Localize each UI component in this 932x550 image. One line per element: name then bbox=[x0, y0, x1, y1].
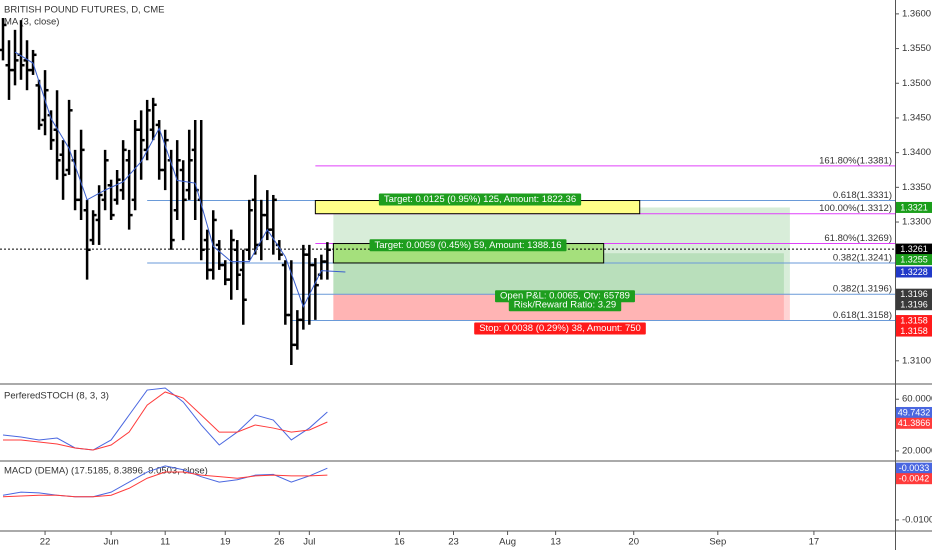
fib-label: 161.80%(1.3381) bbox=[819, 155, 892, 166]
fib-label: 0.618(1.3331) bbox=[833, 190, 892, 201]
y-tick-label: 1.3100 bbox=[902, 355, 931, 366]
fib-label: 61.80%(1.3269) bbox=[824, 233, 892, 244]
position-label: Target: 0.0059 (0.45%) 59, Amount: 1388.… bbox=[375, 240, 562, 251]
position-label: Risk/Reward Ratio: 3.29 bbox=[514, 300, 616, 311]
price-tag: 1.3261 bbox=[900, 244, 928, 254]
price-tag-box bbox=[896, 462, 932, 474]
price-tag: 1.3255 bbox=[900, 254, 928, 264]
price-tag: 1.3196 bbox=[900, 289, 928, 299]
price-tag: 1.3158 bbox=[900, 326, 928, 336]
x-tick-label: Jul bbox=[303, 537, 315, 548]
price-tag-box bbox=[896, 417, 932, 429]
price-tag: 1.3158 bbox=[900, 315, 928, 325]
x-tick-label: 11 bbox=[160, 537, 170, 548]
indicator-line bbox=[3, 391, 328, 451]
price-tag: 1.3321 bbox=[900, 202, 928, 212]
position-label-box bbox=[369, 239, 567, 252]
x-tick-label: Sep bbox=[709, 537, 726, 548]
price-tag-box bbox=[896, 254, 932, 266]
y-tick-label: 1.3600 bbox=[902, 8, 931, 19]
x-tick-label: 23 bbox=[448, 537, 459, 548]
price-tag-box bbox=[896, 243, 932, 255]
y-tick-label: 1.3550 bbox=[902, 43, 931, 54]
position-label-box bbox=[474, 322, 646, 335]
price-tag: 49.7432 bbox=[898, 407, 931, 417]
y-tick-label: 1.3400 bbox=[902, 147, 931, 158]
ma-line bbox=[14, 51, 346, 308]
x-tick-label: Aug bbox=[499, 537, 516, 548]
y-tick-label: 1.3500 bbox=[902, 78, 931, 89]
price-tag: 41.3866 bbox=[898, 418, 931, 428]
position-label-box bbox=[508, 299, 622, 312]
x-tick-label: 19 bbox=[220, 537, 231, 548]
price-tag: -0.0042 bbox=[899, 474, 930, 484]
stoch-title: PerferedSTOCH (8, 3, 3) bbox=[4, 391, 109, 402]
x-tick-label: 17 bbox=[809, 537, 820, 548]
fib-label: 100.00%(1.3312) bbox=[819, 203, 892, 214]
x-tick-label: 22 bbox=[40, 537, 51, 548]
price-tag-box bbox=[896, 288, 932, 300]
indicator-line bbox=[2, 471, 328, 498]
price-tag: 1.3228 bbox=[900, 267, 928, 277]
position-label-box bbox=[378, 193, 582, 206]
macd-title: MACD (DEMA) (17.5185, 8.3896, 9.0503, cl… bbox=[4, 466, 208, 477]
price-tag: 1.3196 bbox=[900, 300, 928, 310]
price-tag-box bbox=[896, 473, 932, 485]
position-label: Open P&L: 0.0065, Qty: 65789 bbox=[500, 291, 630, 302]
price-tag-box bbox=[896, 315, 932, 327]
position-label: Target: 0.0125 (0.95%) 125, Amount: 1822… bbox=[384, 194, 576, 205]
x-tick-label: 16 bbox=[394, 537, 405, 548]
y-tick-label: -0.0100 bbox=[902, 514, 932, 525]
price-tag-box bbox=[896, 406, 932, 418]
fib-label: 0.382(1.3196) bbox=[833, 284, 892, 295]
y-tick-label: 20.0000 bbox=[902, 445, 932, 456]
y-tick-label: 60.0000 bbox=[902, 394, 932, 405]
price-tag-box bbox=[896, 201, 932, 213]
indicator-line bbox=[2, 387, 328, 451]
fib-label: 0.382(1.3241) bbox=[833, 252, 892, 263]
y-tick-label: 1.3300 bbox=[902, 217, 931, 228]
price-tag-box bbox=[896, 325, 932, 337]
x-tick-label: 13 bbox=[550, 537, 561, 548]
y-tick-label: 1.3450 bbox=[902, 112, 931, 123]
y-tick-label: 1.3350 bbox=[902, 182, 931, 193]
position-label: Stop: 0.0038 (0.29%) 38, Amount: 750 bbox=[479, 323, 641, 334]
x-tick-label: 26 bbox=[274, 537, 285, 548]
x-tick-label: Jun bbox=[103, 537, 118, 548]
price-tag-box bbox=[896, 266, 932, 278]
ma-legend: MA (3, close) bbox=[4, 17, 59, 28]
fib-label: 0.618(1.3158) bbox=[833, 310, 892, 321]
price-tag: -0.0033 bbox=[899, 463, 930, 473]
price-tag-box bbox=[896, 299, 932, 311]
x-tick-label: 20 bbox=[628, 537, 639, 548]
chart-title: BRITISH POUND FUTURES, D, CME bbox=[4, 5, 164, 16]
